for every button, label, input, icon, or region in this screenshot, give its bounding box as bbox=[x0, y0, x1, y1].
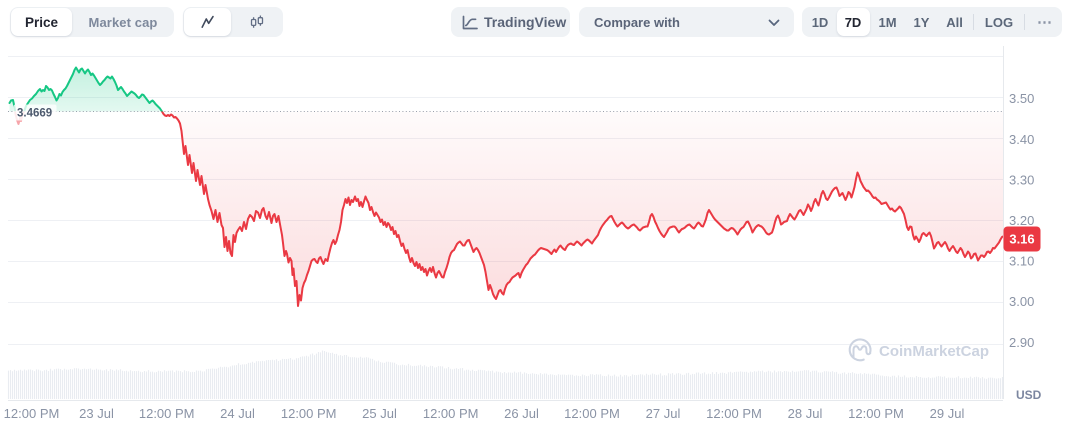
svg-text:12:00 PM: 12:00 PM bbox=[4, 406, 60, 421]
svg-text:12:00 PM: 12:00 PM bbox=[564, 406, 620, 421]
svg-text:12:00 PM: 12:00 PM bbox=[423, 406, 479, 421]
svg-text:3.40: 3.40 bbox=[1009, 132, 1034, 147]
svg-text:25 Jul: 25 Jul bbox=[362, 406, 397, 421]
svg-text:12:00 PM: 12:00 PM bbox=[281, 406, 337, 421]
svg-text:28 Jul: 28 Jul bbox=[788, 406, 823, 421]
svg-text:12:00 PM: 12:00 PM bbox=[139, 406, 195, 421]
svg-text:3.30: 3.30 bbox=[1009, 172, 1034, 187]
svg-text:USD: USD bbox=[1016, 388, 1042, 402]
svg-text:2.90: 2.90 bbox=[1009, 335, 1034, 350]
svg-text:3.50: 3.50 bbox=[1009, 91, 1034, 106]
svg-text:3.20: 3.20 bbox=[1009, 213, 1034, 228]
svg-text:CoinMarketCap: CoinMarketCap bbox=[879, 343, 989, 360]
svg-text:3.4669: 3.4669 bbox=[17, 108, 52, 120]
svg-text:29 Jul: 29 Jul bbox=[930, 406, 965, 421]
svg-text:24 Jul: 24 Jul bbox=[220, 406, 255, 421]
svg-text:26 Jul: 26 Jul bbox=[504, 406, 539, 421]
svg-text:3.00: 3.00 bbox=[1009, 294, 1034, 309]
svg-text:3.16: 3.16 bbox=[1009, 232, 1034, 247]
svg-text:23 Jul: 23 Jul bbox=[79, 406, 114, 421]
svg-text:27 Jul: 27 Jul bbox=[646, 406, 681, 421]
svg-text:3.10: 3.10 bbox=[1009, 253, 1034, 268]
svg-text:12:00 PM: 12:00 PM bbox=[706, 406, 762, 421]
svg-text:12:00 PM: 12:00 PM bbox=[848, 406, 904, 421]
